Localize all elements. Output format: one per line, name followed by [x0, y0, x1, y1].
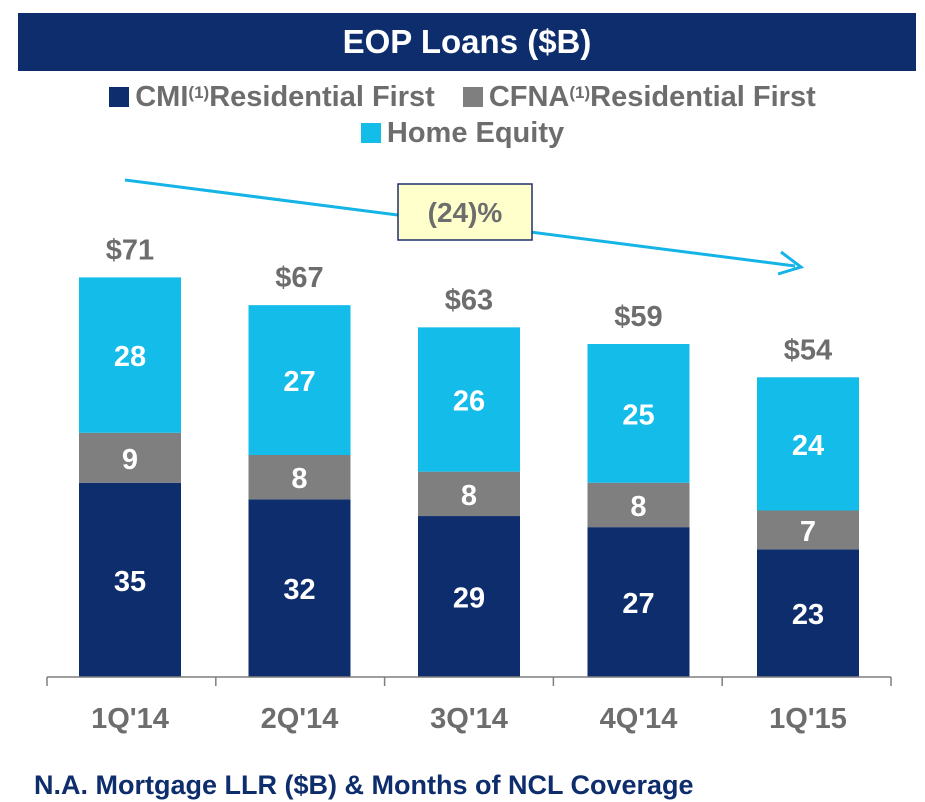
chart-title: EOP Loans ($B) — [342, 23, 592, 60]
data-label-3-2: 27 — [283, 366, 315, 398]
x-tick-label-3: 3Q'14 — [430, 703, 508, 735]
bar-segment-1-4 — [587, 527, 690, 677]
data-label-2-1: 9 — [122, 444, 138, 476]
total-label-4: $59 — [614, 301, 662, 333]
data-label-1-1: 35 — [114, 566, 146, 598]
bar-segment-2-4 — [587, 482, 690, 528]
data-label-2-5: 7 — [800, 516, 816, 548]
bar-segment-2-3 — [418, 471, 520, 517]
bar-segment-1-5 — [757, 549, 859, 677]
legend-label-cfna-rest: Residential First — [590, 80, 816, 113]
bar-segment-1-2 — [248, 499, 351, 677]
total-label-3: $63 — [445, 284, 493, 316]
data-label-3-1: 28 — [114, 341, 146, 373]
data-label-3-4: 25 — [622, 399, 654, 431]
x-tick-label-1: 1Q'14 — [91, 703, 169, 735]
change-annotation-label: (24)% — [428, 197, 503, 228]
total-label-2: $67 — [275, 262, 323, 294]
data-label-3-3: 26 — [453, 386, 485, 418]
data-label-2-4: 8 — [630, 491, 646, 523]
data-label-1-2: 32 — [283, 574, 315, 606]
bar-segment-3-4 — [587, 344, 690, 483]
legend-row-2: Home Equity — [0, 115, 925, 151]
legend-item-cmi: CMI (1) Residential First — [109, 81, 435, 114]
legend-label-cfna: CFNA — [488, 80, 570, 113]
legend-sup-cmi: (1) — [188, 83, 210, 102]
bar-segment-1-3 — [418, 516, 520, 677]
legend-swatch-cfna — [462, 87, 483, 107]
legend-label-cmi: CMI — [135, 80, 189, 113]
legend-swatch-home-equity — [360, 123, 381, 143]
data-label-2-2: 8 — [291, 463, 307, 495]
x-tick-label-2: 2Q'14 — [261, 703, 339, 735]
data-label-1-4: 27 — [622, 588, 654, 620]
legend-swatch-cmi — [109, 87, 130, 107]
change-annotation-box — [397, 183, 533, 241]
x-tick-label-4: 4Q'14 — [600, 703, 678, 735]
bar-segment-2-2 — [248, 455, 351, 500]
bar-segment-3-2 — [248, 305, 351, 455]
data-label-1-5: 23 — [792, 599, 824, 631]
bar-segment-2-1 — [79, 432, 181, 483]
x-tick-label-5: 1Q'15 — [769, 703, 847, 735]
footer-caption: N.A. Mortgage LLR ($B) & Months of NCL C… — [34, 770, 694, 800]
legend-label-home-equity: Home Equity — [386, 116, 565, 149]
chart-legend: CMI (1) Residential First CFNA (1) Residen… — [0, 79, 925, 151]
legend-item-home-equity: Home Equity — [360, 116, 565, 150]
legend-sup-cfna: (1) — [569, 83, 591, 102]
total-label-5: $54 — [784, 334, 832, 366]
bar-segment-3-1 — [79, 277, 181, 433]
legend-label-cmi-rest: Residential First — [209, 80, 435, 113]
bar-segment-1-1 — [79, 482, 181, 677]
data-label-1-3: 29 — [453, 583, 485, 615]
legend-row-1: CMI (1) Residential First CFNA (1) Residen… — [0, 79, 925, 115]
data-label-3-5: 24 — [792, 430, 824, 462]
bar-segment-3-5 — [757, 377, 859, 511]
bar-segment-3-3 — [418, 327, 520, 472]
legend-item-cfna: CFNA (1) Residential First — [462, 80, 816, 114]
trend-arrow-head — [777, 250, 805, 276]
chart-title-bar: EOP Loans ($B) — [18, 13, 916, 71]
data-label-2-3: 8 — [461, 480, 477, 512]
bar-segment-2-5 — [757, 510, 859, 550]
total-label-1: $71 — [106, 234, 154, 266]
